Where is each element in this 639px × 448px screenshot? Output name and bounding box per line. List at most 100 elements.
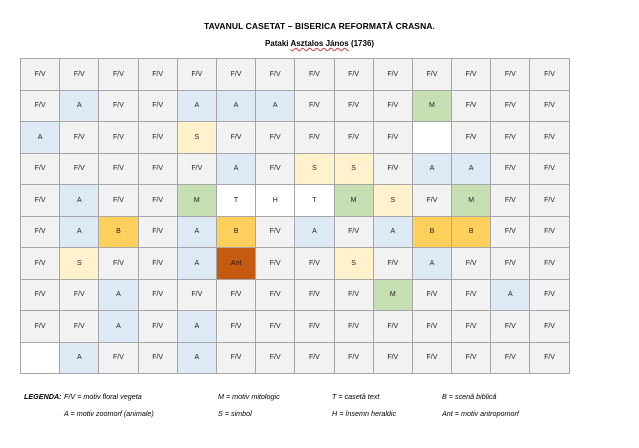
page-title: TAVANUL CASETAT – BISERICA REFORMATĂ CRA… [203, 21, 436, 31]
grid-cell: M [451, 184, 492, 217]
grid-cell: F/V [411, 278, 453, 311]
grid-cell [19, 341, 61, 374]
grid-cell: F/V [59, 152, 100, 185]
grid-cell: F/V [98, 341, 139, 374]
grid-cell: F/V [294, 278, 335, 311]
grid-cell: A [176, 247, 217, 280]
grid-cell: B [98, 215, 139, 248]
grid-cell: A [294, 215, 335, 248]
grid-cell: A [176, 215, 217, 248]
grid-row: F/V F/V F/V F/V F/V A F/V S S F/V A A F/V F/V [19, 152, 570, 185]
legend-entry: B = scenă biblică [442, 392, 497, 401]
grid-cell: S [333, 247, 374, 280]
grid-cell: F/V [98, 152, 139, 185]
grid-cell: F/V [98, 184, 139, 217]
grid-cell: F/V [333, 89, 374, 122]
grid-cell: F/V [490, 89, 531, 122]
grid-cell: A [59, 89, 100, 122]
grid-cell: A [59, 215, 100, 248]
grid-cell: F/V [137, 215, 178, 248]
grid-row: F/V A F/V F/V A A A F/V F/V F/V M F/V F/V F/V [19, 89, 570, 122]
grid-cell: F/V [490, 341, 531, 374]
grid-cell: F/V [529, 247, 570, 280]
grid-cell: F/V [176, 152, 217, 185]
grid-cell: T [294, 184, 335, 217]
grid-row: F/V A F/V F/V M T H T M S F/V M F/V F/V [19, 184, 570, 217]
grid-cell: F/V [490, 152, 531, 185]
legend-label: LEGENDA: [24, 392, 62, 401]
grid-cell: F/V [490, 184, 531, 217]
grid-cell: F/V [255, 247, 296, 280]
legend-entry: Ant = motiv antropomorf [442, 409, 519, 418]
grid-cell: F/V [333, 121, 374, 154]
grid-cell: A [411, 247, 453, 280]
grid-cell: F/V [372, 310, 413, 343]
grid-cell: F/V [372, 89, 413, 122]
grid-cell: F/V [19, 152, 61, 185]
grid-cell: F/V [137, 89, 178, 122]
grid-cell: F/V [98, 89, 139, 122]
grid-cell: F/V [333, 341, 374, 374]
legend-entry: S = simbol [218, 409, 252, 418]
grid-cell: F/V [98, 58, 139, 91]
grid-cell: F/V [411, 341, 453, 374]
grid-cell: F/V [451, 341, 492, 374]
grid-cell: M [333, 184, 374, 217]
grid-cell: F/V [529, 310, 570, 343]
grid-cell: F/V [215, 58, 257, 91]
grid-cell: F/V [294, 121, 335, 154]
grid-row: A F/V F/V A F/V F/V F/V F/V F/V F/V F/V F/V F/V [19, 341, 570, 374]
legend-entry: T = casetă text [332, 392, 380, 401]
grid-cell: H [255, 184, 296, 217]
grid-cell: F/V [490, 58, 531, 91]
grid-row: F/V S F/V F/V A Ant F/V F/V S F/V A F/V F/V F/V [19, 247, 570, 280]
grid-row: F/V F/V A F/V A F/V F/V F/V F/V F/V F/V F/V F/V F/V [19, 310, 570, 343]
grid-cell: F/V [255, 215, 296, 248]
legend-entry: M = motiv mitologic [218, 392, 280, 401]
legend-row-2: A = motiv zoomorf (animale) S = simbol H… [24, 409, 624, 421]
grid-cell: M [411, 89, 453, 122]
grid-cell: F/V [529, 121, 570, 154]
grid-cell: F/V [137, 58, 178, 91]
grid-cell: F/V [411, 310, 453, 343]
grid-cell: F/V [59, 121, 100, 154]
grid-cell: F/V [451, 89, 492, 122]
grid-cell: F/V [451, 247, 492, 280]
grid-cell: F/V [451, 58, 492, 91]
grid-cell: A [59, 341, 100, 374]
grid-cell: F/V [411, 184, 453, 217]
grid-cell: A [411, 152, 453, 185]
grid-cell: F/V [529, 89, 570, 122]
subtitle-prefix: Pataki [264, 39, 289, 48]
grid-cell: F/V [137, 310, 178, 343]
grid-cell: F/V [215, 310, 257, 343]
grid-cell: F/V [333, 278, 374, 311]
subtitle-name: Asztalos János [290, 39, 349, 48]
grid-cell: F/V [255, 121, 296, 154]
grid-cell: F/V [137, 152, 178, 185]
grid-cell: A [372, 215, 413, 248]
grid-cell: F/V [294, 58, 335, 91]
legend-row-1: LEGENDA: F/V = motiv floral vegeta M = m… [24, 392, 624, 404]
legend-entry: H = însemn heraldic [332, 409, 397, 418]
grid-cell: F/V [59, 278, 100, 311]
grid-cell: A [98, 310, 139, 343]
grid-cell: F/V [215, 121, 257, 154]
grid-cell: F/V [137, 278, 178, 311]
grid-cell [411, 121, 453, 154]
grid-cell: S [59, 247, 100, 280]
grid-cell: A [176, 341, 217, 374]
grid-cell: F/V [294, 341, 335, 374]
grid-cell: F/V [137, 184, 178, 217]
grid-cell: F/V [333, 310, 374, 343]
grid-cell: F/V [490, 121, 531, 154]
grid-cell: F/V [255, 152, 296, 185]
grid-cell: F/V [372, 121, 413, 154]
grid-cell: F/V [137, 121, 178, 154]
grid-cell: B [451, 215, 492, 248]
grid-cell: S [176, 121, 217, 154]
grid-cell: F/V [294, 89, 335, 122]
grid-cell: F/V [19, 310, 61, 343]
legend-entry: F/V = motiv floral vegeta [64, 392, 142, 401]
grid-cell: T [215, 184, 257, 217]
